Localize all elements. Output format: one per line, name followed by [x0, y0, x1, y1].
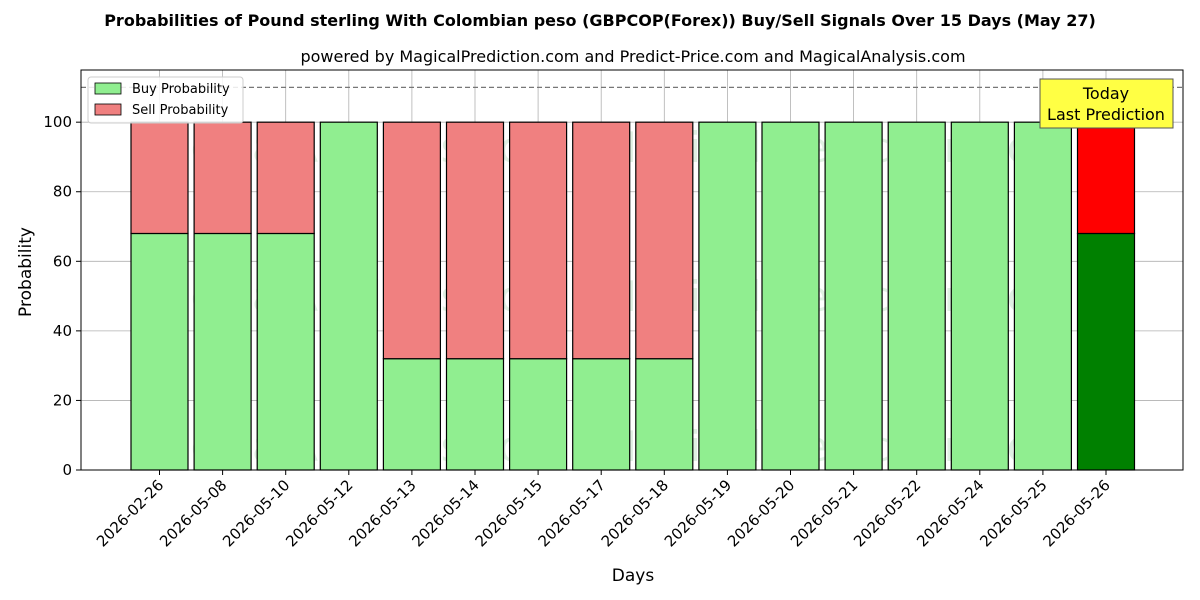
bar-buy [509, 358, 568, 471]
y-axis-label: Probability [16, 227, 36, 317]
today-annotation: Today Last Prediction [1039, 78, 1174, 129]
legend-swatch-buy [94, 82, 122, 95]
bar-sell [572, 121, 631, 360]
plot-frame [80, 69, 1184, 471]
x-tick-label: 2026-05-17 [535, 476, 609, 550]
y-tick-label: 20 [53, 391, 72, 409]
x-axis-label: Days [612, 566, 655, 586]
x-axis: 2026-02-262026-05-082026-05-102026-05-12… [93, 470, 1114, 550]
bar-buy [572, 358, 631, 471]
bar-buy [698, 121, 757, 471]
x-tick-label: 2026-02-26 [93, 476, 167, 550]
legend-label-buy: Buy Probability [132, 82, 230, 97]
bar-buy [1013, 121, 1073, 471]
x-tick-label: 2026-05-24 [913, 476, 987, 550]
bar-buy [635, 358, 694, 471]
bar-sell [382, 121, 441, 360]
x-tick-label: 2026-05-18 [598, 476, 672, 550]
bar-buy [887, 121, 946, 471]
y-axis: 0 20 40 60 80 100 [43, 113, 81, 479]
y-tick-label: 0 [62, 461, 72, 479]
bars [130, 121, 1136, 471]
bar-buy [445, 358, 505, 471]
legend-box [87, 76, 244, 124]
bar-sell [509, 121, 568, 360]
bar-buy [761, 121, 820, 471]
y-tick-label: 80 [53, 183, 72, 201]
x-tick-label: 2026-05-15 [472, 476, 546, 550]
x-tick-label: 2026-05-21 [787, 476, 861, 550]
bar-sell [635, 121, 694, 360]
bar-buy [824, 121, 883, 471]
annotation-box [1039, 78, 1174, 129]
legend-label-sell: Sell Probability [132, 103, 229, 118]
x-tick-label: 2026-05-13 [345, 476, 419, 550]
x-tick-label: 2026-05-22 [850, 476, 924, 550]
bar-buy [1076, 232, 1136, 471]
y-tick-label: 100 [43, 113, 72, 131]
x-tick-label: 2026-05-20 [724, 476, 798, 550]
bar-sell [130, 121, 189, 235]
legend: Buy Probability Sell Probability [87, 76, 244, 124]
chart-title: Probabilities of Pound sterling With Col… [104, 11, 1096, 30]
y-tick-label: 60 [53, 252, 72, 270]
bar-buy [382, 358, 441, 471]
bar-buy [319, 121, 378, 471]
y-tick-label: 40 [53, 322, 72, 340]
annotation-line-1: Today [1082, 84, 1129, 103]
annotation-line-2: Last Prediction [1047, 105, 1165, 124]
x-tick-label: 2026-05-12 [282, 476, 356, 550]
x-tick-label: 2026-05-08 [156, 476, 230, 550]
x-tick-label: 2026-05-26 [1039, 476, 1113, 550]
bar-sell [256, 121, 315, 235]
bar-sell [1076, 121, 1136, 235]
bar-buy [950, 121, 1009, 471]
legend-swatch-sell [94, 103, 122, 116]
bar-buy [130, 232, 189, 471]
x-tick-label: 2026-05-25 [976, 476, 1050, 550]
x-tick-label: 2026-05-19 [661, 476, 735, 550]
bar-buy [256, 232, 315, 471]
bar-buy [193, 232, 252, 471]
x-tick-label: 2026-05-14 [408, 476, 482, 550]
chart-subtitle: powered by MagicalPrediction.com and Pre… [300, 47, 965, 66]
bar-sell [445, 121, 505, 360]
x-tick-label: 2026-05-10 [219, 476, 293, 550]
bar-sell [193, 121, 252, 235]
